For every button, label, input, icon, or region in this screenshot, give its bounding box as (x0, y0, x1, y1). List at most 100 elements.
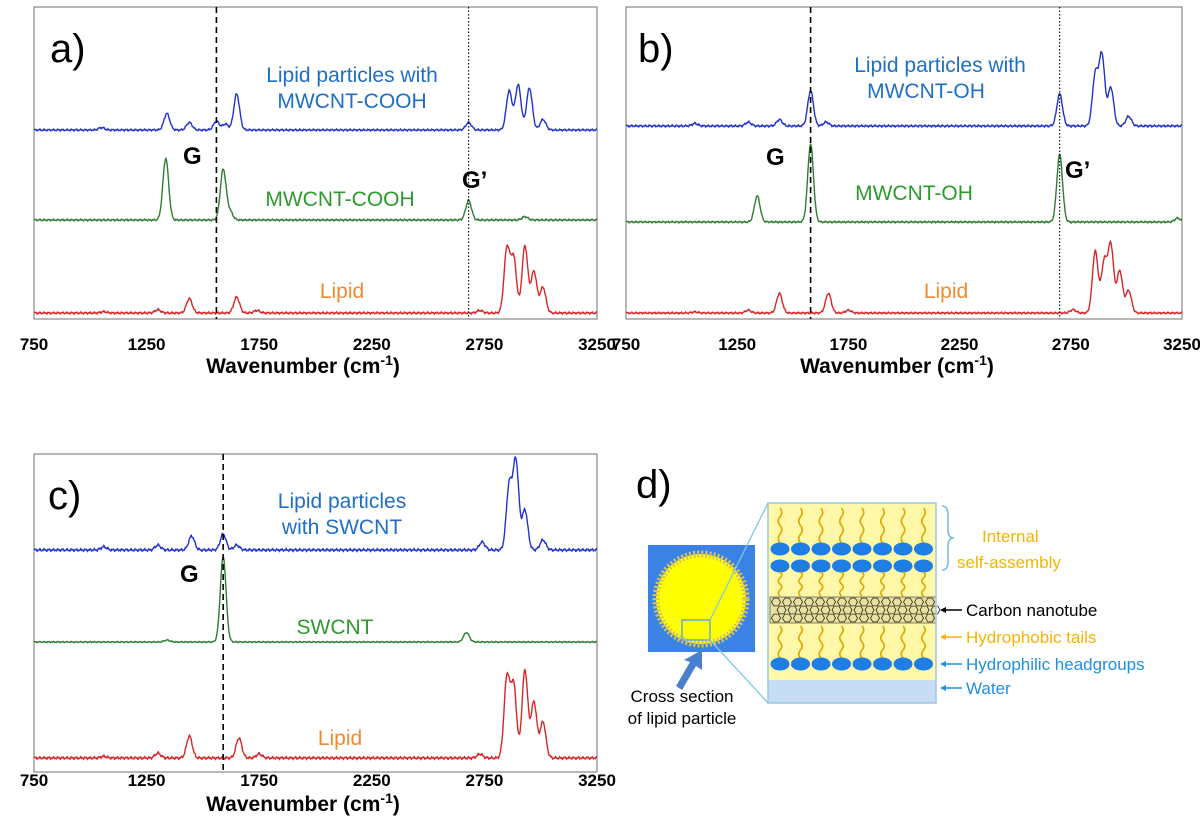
peak-label-g-c: G (180, 561, 199, 588)
nanotube-hexagon (831, 605, 842, 615)
lipid-tail (900, 625, 906, 659)
cross-section-caption-line2: of lipid particle (628, 709, 737, 728)
nanotube-hexagon (908, 605, 919, 615)
peak-label-g-prime-a: G’ (462, 167, 487, 194)
x-tick-label: 1250 (128, 771, 166, 790)
series-line-swcnt (34, 555, 597, 644)
label-self-assembly: self-assembly (957, 553, 1061, 572)
series-line-lipid (34, 243, 597, 316)
peak-label-g-a: G (183, 143, 202, 170)
label-mwcnt-oh: MWCNT-OH (855, 182, 973, 205)
x-ticks-b: 750 1250 1750 2250 2750 3250 (612, 335, 1200, 354)
x-axis-label-b: Wavenumber (cm-1) (800, 352, 994, 378)
nanotube-hexagon (809, 605, 820, 615)
headgroup (914, 559, 933, 573)
lipid-tail (859, 625, 865, 659)
nanotube-hexagon (875, 605, 886, 615)
lipid-tail (818, 571, 824, 597)
headgroup (832, 657, 851, 671)
nanotube-hexagon (804, 597, 814, 607)
nanotube-hexagon (925, 613, 935, 623)
label-water: Water (966, 679, 1011, 698)
nanotube-hexagon (859, 613, 869, 623)
x-tick-label: 2250 (941, 335, 979, 354)
series-line-lipid-particles-with-mwcnt-oh (626, 50, 1182, 129)
nanotube-hexagon (793, 613, 803, 623)
nanotube-hexagon (782, 597, 792, 607)
headgroup (832, 542, 851, 556)
lipid-tail (879, 625, 886, 659)
lipid-tail (838, 571, 845, 597)
nanotube-hexagon (853, 605, 864, 615)
x-tick-label: 2750 (1052, 335, 1090, 354)
x-ticks-c: 750 1250 1750 2250 2750 3250 (20, 771, 616, 790)
traces-b (626, 50, 1182, 316)
panel-label-a: a) (50, 27, 86, 71)
label-lipid-b: Lipid (924, 280, 968, 303)
headgroup (770, 542, 790, 556)
traces-c (34, 456, 597, 761)
nanotube-hexagon (870, 613, 880, 623)
plot-frame-c (33, 453, 598, 773)
headgroup (873, 657, 892, 671)
label-lipid-particles-b-line2: MWCNT-OH (867, 80, 985, 103)
headgroup (811, 542, 831, 556)
vlines-b (809, 7, 1061, 319)
nanotube-hexagon (793, 597, 803, 607)
nanotube-hexagon (837, 613, 847, 623)
series-line-lipid-particles-with-swcnt (34, 456, 597, 553)
nanotube-hexagon (892, 613, 902, 623)
nanotube-hexagon (930, 605, 941, 615)
x-tick-label: 2750 (465, 771, 503, 790)
series-line-mwcnt-oh (626, 142, 1182, 224)
lipid-tail (900, 571, 906, 597)
zoom-line-bottom (709, 639, 769, 704)
traces-a (34, 83, 597, 316)
headgroup (873, 559, 892, 573)
vlines-a (215, 7, 470, 319)
nanotube-hexagon (787, 605, 798, 615)
nanotube-hexagon (870, 597, 880, 607)
lipid-tail (777, 507, 783, 544)
x-tick-label: 2750 (465, 335, 503, 354)
panel-d-diagram: d) Cross section of lipid particle Inter… (628, 463, 1145, 728)
headgroup (811, 657, 831, 671)
series-line-mwcnt-cooh (34, 157, 597, 223)
series-line-lipid (626, 239, 1182, 316)
x-tick-label: 750 (20, 771, 48, 790)
nanotube-hexagon (815, 597, 825, 607)
zoomed-bilayer-block (767, 502, 941, 704)
x-tick-label: 1750 (829, 335, 867, 354)
nanotube-hexagon (903, 597, 913, 607)
internal-brace (941, 505, 955, 571)
nanotube-hexagon (859, 597, 869, 607)
panel-label-b: b) (638, 27, 674, 71)
x-tick-label: 2250 (353, 771, 391, 790)
lipid-tail (777, 625, 783, 659)
headgroup (770, 559, 790, 573)
panel-a: a) Lipid particles with MWCNT-COOH MWCNT… (20, 6, 616, 378)
headgroup (852, 559, 872, 573)
headgroup (770, 657, 790, 671)
label-lipid-particles-b-line1: Lipid particles with (854, 54, 1026, 77)
nanotube-hexagon (826, 613, 836, 623)
label-lipid-particles-c-line2: with SWCNT (281, 516, 402, 539)
nanotube-hexagon (925, 597, 935, 607)
zoom-line-top (709, 502, 769, 621)
nanotube-hexagon (798, 605, 809, 615)
lipid-tail (879, 571, 886, 597)
carbon-nanotube-band (769, 596, 937, 624)
nanotube-hexagon (914, 597, 924, 607)
lipid-tail (818, 507, 824, 544)
headgroup (852, 657, 872, 671)
label-carbon-nanotube: Carbon nanotube (966, 601, 1097, 620)
headgroup (914, 542, 933, 556)
lipid-tail (920, 507, 927, 544)
nanotube-hexagon (914, 613, 924, 623)
lipid-particle-circle (656, 554, 746, 644)
arrowhead-hydrophilic (940, 661, 946, 667)
x-tick-label: 750 (20, 335, 48, 354)
cross-section-caption-line1: Cross section (631, 687, 734, 706)
panel-label-c: c) (48, 474, 81, 518)
